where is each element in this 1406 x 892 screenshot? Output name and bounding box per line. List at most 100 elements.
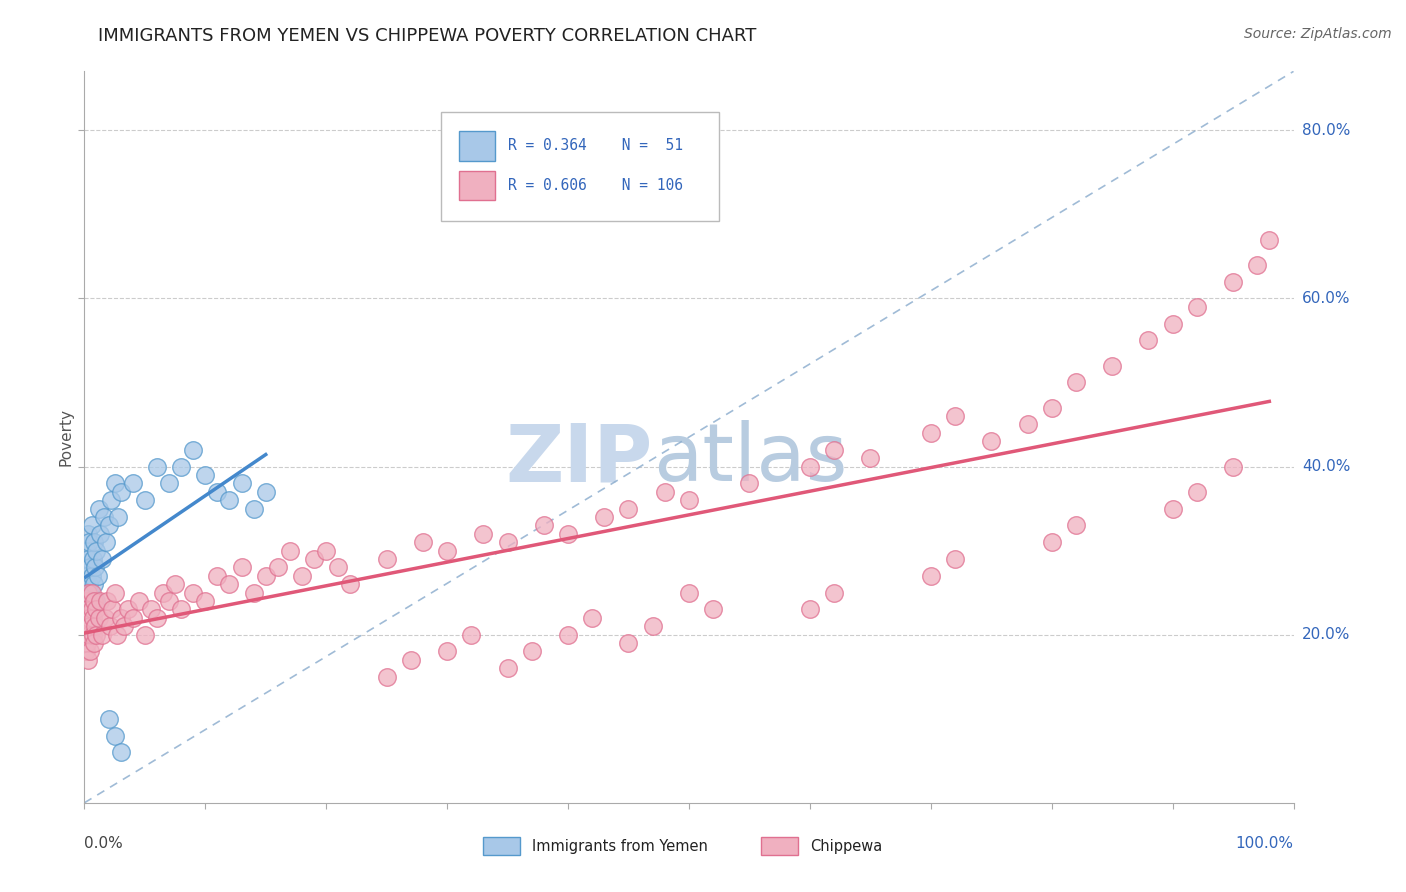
Point — [91, 552, 114, 566]
Point — [207, 484, 229, 499]
Point — [82, 594, 104, 608]
Point — [100, 493, 122, 508]
Point — [1246, 258, 1268, 272]
Point — [94, 611, 117, 625]
Point — [496, 661, 519, 675]
Point — [533, 518, 555, 533]
Point — [980, 434, 1002, 449]
Point — [75, 611, 97, 625]
Point — [79, 644, 101, 658]
Point — [617, 501, 640, 516]
Point — [110, 611, 132, 625]
Point — [83, 535, 105, 549]
Point — [84, 619, 107, 633]
Point — [98, 619, 121, 633]
Point — [146, 459, 169, 474]
Point — [139, 602, 162, 616]
Point — [520, 644, 543, 658]
Point — [181, 585, 204, 599]
Point — [77, 602, 100, 616]
Point — [231, 476, 253, 491]
Point — [105, 627, 128, 641]
Text: IMMIGRANTS FROM YEMEN VS CHIPPEWA POVERTY CORRELATION CHART: IMMIGRANTS FROM YEMEN VS CHIPPEWA POVERT… — [98, 27, 756, 45]
Point — [678, 493, 700, 508]
Point — [170, 602, 193, 616]
Point — [112, 619, 135, 633]
Point — [94, 535, 117, 549]
Point — [472, 526, 495, 541]
Text: 0.0%: 0.0% — [84, 836, 124, 851]
Point — [436, 543, 458, 558]
Point — [557, 627, 579, 641]
Point — [80, 602, 103, 616]
Text: R = 0.606    N = 106: R = 0.606 N = 106 — [508, 178, 682, 193]
Point — [799, 459, 821, 474]
Point — [86, 594, 108, 608]
Point — [97, 712, 120, 726]
Point — [399, 653, 422, 667]
Point — [581, 611, 603, 625]
Point — [77, 627, 100, 641]
Point — [302, 552, 325, 566]
Point — [943, 409, 966, 423]
Point — [87, 611, 110, 625]
Point — [86, 627, 108, 641]
Text: Source: ZipAtlas.com: Source: ZipAtlas.com — [1244, 27, 1392, 41]
Point — [920, 569, 942, 583]
Text: atlas: atlas — [652, 420, 846, 498]
Point — [77, 611, 100, 625]
Point — [242, 585, 264, 599]
Point — [89, 594, 111, 608]
Point — [617, 636, 640, 650]
Point — [128, 594, 150, 608]
Point — [76, 569, 98, 583]
Point — [315, 543, 337, 558]
Point — [654, 484, 676, 499]
Point — [134, 493, 156, 508]
Point — [1161, 501, 1184, 516]
Point — [83, 636, 105, 650]
Point — [107, 510, 129, 524]
Point — [96, 594, 118, 608]
Point — [823, 585, 845, 599]
Y-axis label: Poverty: Poverty — [58, 408, 73, 467]
Point — [110, 484, 132, 499]
Point — [79, 627, 101, 641]
Point — [152, 585, 174, 599]
Text: Immigrants from Yemen: Immigrants from Yemen — [531, 838, 707, 854]
Text: 40.0%: 40.0% — [1302, 459, 1350, 474]
Point — [76, 619, 98, 633]
Point — [170, 459, 193, 474]
Point — [146, 611, 169, 625]
Point — [165, 577, 187, 591]
Point — [218, 577, 240, 591]
Point — [76, 543, 98, 558]
Point — [1185, 484, 1208, 499]
Point — [121, 476, 143, 491]
Point — [110, 745, 132, 759]
Point — [1064, 518, 1087, 533]
Point — [76, 594, 98, 608]
Point — [86, 543, 108, 558]
Point — [859, 451, 882, 466]
Point — [76, 636, 98, 650]
FancyBboxPatch shape — [441, 112, 720, 221]
Point — [157, 594, 180, 608]
Point — [231, 560, 253, 574]
Text: 100.0%: 100.0% — [1236, 836, 1294, 851]
Point — [77, 619, 100, 633]
Point — [1137, 334, 1160, 348]
FancyBboxPatch shape — [460, 171, 495, 200]
Point — [77, 552, 100, 566]
Point — [83, 594, 105, 608]
Point — [86, 569, 108, 583]
Point — [593, 510, 616, 524]
Point — [104, 476, 127, 491]
Text: R = 0.364    N =  51: R = 0.364 N = 51 — [508, 138, 682, 153]
FancyBboxPatch shape — [762, 838, 797, 855]
Point — [1185, 300, 1208, 314]
Point — [75, 560, 97, 574]
Point — [207, 569, 229, 583]
Point — [97, 518, 120, 533]
Point — [267, 560, 290, 574]
